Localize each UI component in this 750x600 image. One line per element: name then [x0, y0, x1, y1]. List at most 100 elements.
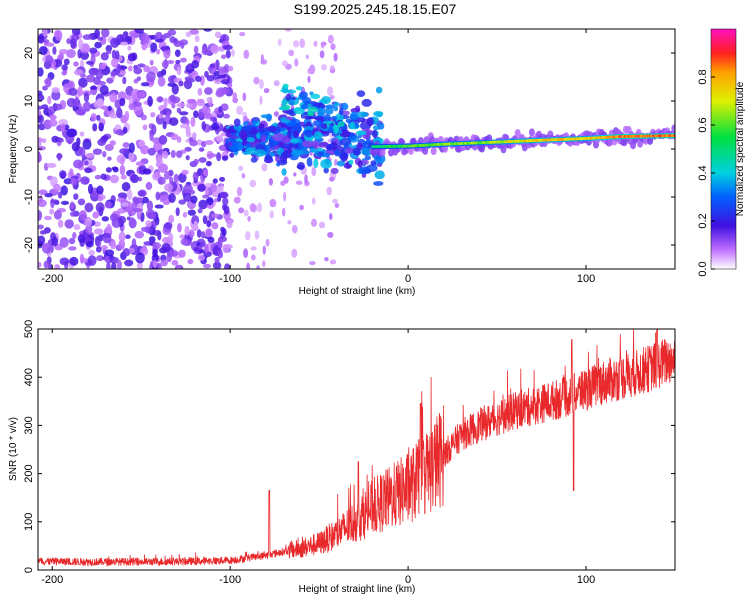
- spectrogram-blob: [200, 231, 206, 239]
- spectrogram-blob: [167, 82, 177, 87]
- spectrogram-blob: [334, 158, 338, 166]
- colorbar-tick-label: 0.0: [697, 261, 709, 276]
- colorbar-gradient: [710, 28, 737, 270]
- spectrogram-blob: [325, 145, 334, 150]
- spectrogram-blob: [193, 45, 199, 54]
- snr-y-tick-label: 500: [23, 320, 35, 338]
- spectrogram-blob: [361, 173, 367, 178]
- spectrogram-blob: [168, 232, 174, 243]
- spectrogram-blob: [84, 216, 93, 227]
- spectrogram-blob: [181, 169, 189, 175]
- spectrogram-blob: [110, 37, 120, 48]
- spectrogram-blob: [326, 186, 332, 196]
- spectrogram-blob: [258, 123, 265, 129]
- spectrogram-blob: [253, 76, 260, 85]
- spectrogram-blob: [94, 174, 102, 180]
- spectrogram-blob: [45, 54, 54, 64]
- spectrogram-blob: [116, 154, 126, 164]
- spectrogram-blob: [238, 129, 248, 140]
- spectrogram-blob: [327, 231, 334, 238]
- spectrogram-blob: [130, 174, 139, 184]
- snr-y-tick-label: 400: [23, 368, 35, 386]
- spectrogram-blob: [671, 124, 675, 133]
- spectrogram-blob: [211, 122, 220, 131]
- spectrogram-blob: [163, 97, 168, 108]
- spectrogram-blob: [284, 29, 292, 32]
- spectrogram-blob: [129, 247, 135, 254]
- spectrogram-blob: [313, 40, 318, 47]
- spectrogram-blob: [197, 208, 203, 214]
- spectrogram-blob: [204, 70, 209, 78]
- spectrogram-blob: [158, 114, 164, 119]
- spectrogram-blob: [136, 261, 143, 269]
- spectrogram-blob: [219, 176, 226, 182]
- spectrogram-blob: [336, 160, 346, 167]
- spectrogram-blob: [302, 140, 314, 148]
- chart-title: S199.2025.245.18.15.E07: [293, 1, 457, 17]
- spectrogram-blob: [80, 51, 90, 60]
- spectrogram-blob: [133, 208, 143, 213]
- spectrogram-blob: [135, 161, 145, 167]
- spectrogram-blob: [57, 137, 64, 143]
- spectrogram-blob: [100, 105, 109, 110]
- spectrogram-blob: [186, 98, 197, 104]
- spectrogram-blob: [160, 259, 168, 267]
- spectrogram-blob: [57, 219, 64, 228]
- spectrogram-blob: [183, 184, 193, 194]
- spectrogram-blob: [294, 58, 299, 67]
- spectrogram-blob: [157, 76, 166, 87]
- spectrogram-y-tick-label: -10: [23, 189, 35, 205]
- spectrogram-blob: [162, 121, 167, 130]
- spectrogram-blob: [61, 70, 67, 76]
- spectrogram-blob: [242, 92, 247, 102]
- spectrogram-blob: [116, 259, 123, 269]
- spectrogram-blob: [163, 32, 172, 39]
- spectrogram-blob: [94, 29, 101, 39]
- spectrogram-blob: [156, 263, 162, 269]
- spectrogram-blob: [277, 38, 282, 47]
- spectrogram-blob: [298, 91, 308, 99]
- spectrogram-blob: [335, 113, 344, 123]
- spectrogram-blob: [96, 240, 102, 247]
- spectrogram-blob: [183, 192, 192, 202]
- spectrogram-blob: [350, 107, 360, 114]
- spectrogram-blob: [286, 110, 295, 115]
- spectrogram-blob: [63, 83, 69, 93]
- spectrogram-blob: [149, 59, 154, 66]
- spectrogram-blob: [323, 167, 329, 174]
- spectrogram-blob: [293, 172, 297, 177]
- spectrogram-blob: [311, 197, 316, 205]
- spectrogram-blob: [324, 106, 334, 115]
- spectrogram-blob: [164, 221, 173, 230]
- spectrogram-y-label: Frequency (Hz): [8, 115, 19, 184]
- spectrogram-blob: [94, 41, 102, 49]
- spectrogram-blob: [51, 87, 60, 94]
- spectrogram-blob: [198, 147, 205, 152]
- spectrogram-blob: [147, 95, 153, 107]
- spectrogram-blob: [218, 66, 226, 76]
- spectrogram-blob: [107, 156, 112, 161]
- spectrogram-blob: [332, 198, 338, 204]
- spectrogram-blob: [49, 208, 55, 215]
- spectrogram-blob: [186, 102, 193, 109]
- spectrogram-blob: [287, 130, 292, 139]
- spectrogram-blob: [109, 113, 118, 119]
- spectrogram-blob: [60, 123, 66, 133]
- spectrogram-blob: [141, 33, 150, 45]
- spectrogram-blob: [281, 207, 286, 217]
- spectrogram-blob: [227, 83, 233, 89]
- spectrogram-blob: [289, 138, 300, 144]
- spectrogram-blob: [358, 166, 370, 175]
- spectrogram-blob: [142, 168, 152, 175]
- spectrogram-blob: [58, 48, 69, 55]
- spectrogram-blob: [373, 181, 384, 186]
- spectrogram-blob: [156, 157, 163, 167]
- spectrogram-blob: [222, 243, 230, 254]
- spectrogram-blob: [356, 90, 366, 97]
- spectrogram-blob: [100, 173, 107, 180]
- spectrogram-blob: [178, 249, 186, 258]
- spectrogram-blob: [136, 76, 142, 82]
- spectrogram-blob: [261, 163, 268, 172]
- spectrogram-blob: [218, 105, 223, 113]
